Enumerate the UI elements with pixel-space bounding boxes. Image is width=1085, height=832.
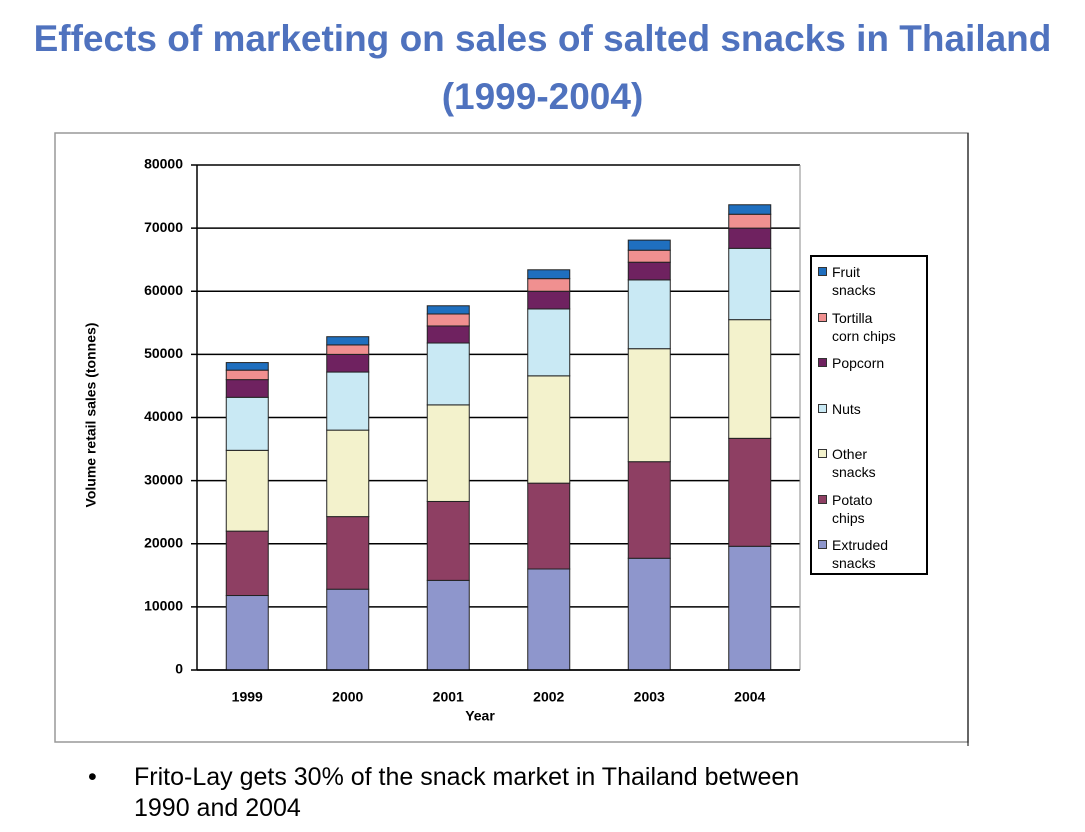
bar-segment [225,595,269,671]
bullet-marker: • [88,763,97,791]
bar-segment [728,545,772,671]
y-tick-label: 50000 [144,345,183,361]
bar-segment [627,279,671,350]
legend-swatch [818,494,827,504]
legend-entry: Tortilla corn chips [818,309,928,345]
x-tick-label: 2001 [433,689,464,705]
legend-label: Tortilla corn chips [832,309,896,344]
bar-segment [627,461,671,559]
x-tick-label: 2004 [734,689,765,705]
legend-label: Potato chips [832,491,873,526]
legend-swatch [818,358,827,367]
bullet-text: Frito-Lay gets 30% of the snack market i… [134,763,800,822]
legend-entry: Popcorn [818,354,928,372]
legend-entry: Extruded snacks [818,536,928,572]
bar-segment [326,371,370,431]
legend-label: Fruit snacks [832,264,876,298]
bar-segment [527,568,571,671]
y-tick-label: 0 [175,661,183,677]
bar-segment [627,249,671,263]
bar-segment [225,530,269,597]
bar-segment [728,319,772,439]
bar-segment [527,375,571,484]
legend-entry: Other snacks [818,445,928,481]
legend: Fruit snacks Tortilla corn chips Popcorn Nu… [810,255,928,575]
bar-segment [225,369,269,381]
bar-segment [426,404,470,502]
slide-title: Effects of marketing on sales of salted … [33,18,1052,117]
x-tick-label: 2003 [634,689,665,705]
legend-swatch [818,312,827,322]
bar-segment [426,313,470,327]
bar-segment [627,557,671,671]
bar-segment [426,500,470,581]
bar-segment [225,362,269,371]
bar-segment [627,261,671,281]
legend-label: Nuts [832,400,861,417]
bar-segment [728,227,772,249]
y-tick-label: 10000 [144,598,183,614]
y-tick-label: 70000 [144,219,183,235]
legend-swatch [818,267,827,276]
y-tick-label: 30000 [144,471,183,487]
bar-segment [426,342,470,406]
bar-segment [426,579,470,671]
bar-segment [326,429,370,518]
y-tick-label: 80000 [144,156,183,172]
bar-segment [326,336,370,346]
legend-label: Extruded snacks [832,537,889,571]
legend-swatch [818,403,827,413]
legend-label: Other snacks [832,446,876,480]
x-tick-label: 1999 [232,689,263,705]
y-tick-label: 20000 [144,534,183,550]
bar-segment [225,449,269,532]
bar-segment [627,239,671,251]
bar-segment [728,247,772,321]
legend-entry: Nuts [818,400,928,418]
bar-segment [527,278,571,292]
bar-segment [728,213,772,229]
bar-segment [728,437,772,547]
bar-segment [225,396,269,451]
x-tick-label: 2002 [533,689,564,705]
bar-segment [326,353,370,373]
y-tick-label: 60000 [144,282,183,298]
legend-swatch [818,449,827,458]
bar-segment [326,344,370,355]
bar-segment [627,348,671,463]
bar-segment [426,325,470,344]
legend-entry: Fruit snacks [818,263,928,299]
bar-segment [225,379,269,398]
bar-segment [426,305,470,315]
y-axis-title: Volume retail sales (tonnes) [83,323,99,508]
x-tick-label: 2000 [332,689,363,705]
y-tick-label: 40000 [144,408,183,424]
legend-label: Popcorn [832,355,885,371]
bar-segment [527,269,571,280]
bar-segment [728,204,772,215]
bar-segment [326,516,370,590]
bar-segment [527,482,571,570]
legend-swatch [818,540,827,549]
bar-segment [527,290,571,310]
legend-entry: Potato chips [818,491,928,527]
bar-segment [326,588,370,671]
x-axis-title: Year [465,708,495,724]
bar-segment [527,308,571,377]
